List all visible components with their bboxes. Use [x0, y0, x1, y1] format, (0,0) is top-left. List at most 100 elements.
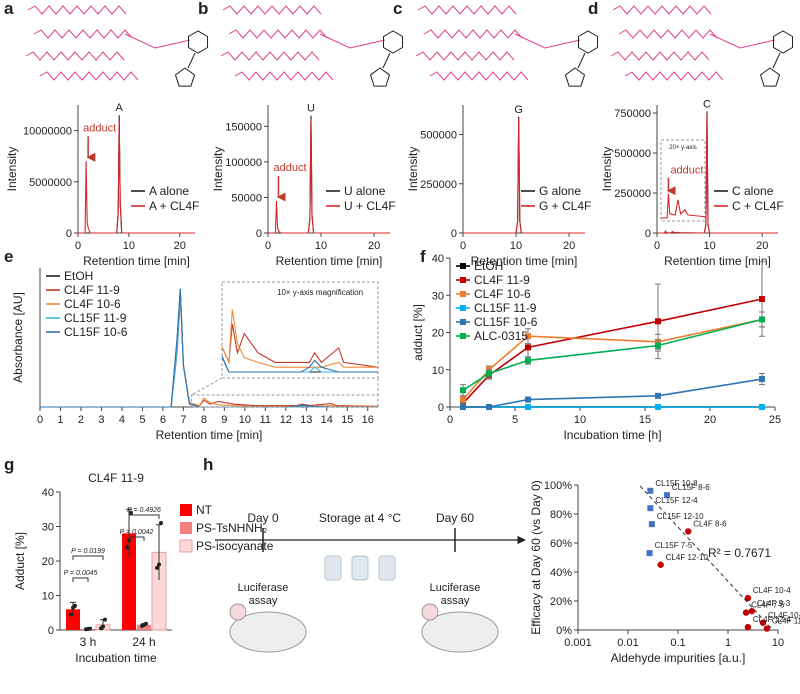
- lipid-chain: [415, 5, 581, 81]
- bar: [137, 624, 151, 630]
- x-tick-label: 20: [174, 240, 186, 252]
- scatter-point: [648, 521, 655, 528]
- x-axis-label: Retention time [min]: [156, 428, 263, 442]
- legend-label: NT: [196, 503, 213, 517]
- marker: [525, 357, 531, 364]
- panel-letter: c: [393, 0, 402, 18]
- inset-line: [222, 355, 378, 373]
- point-label: CL4F 12-4: [753, 615, 791, 624]
- y-tick-label: 40%: [550, 567, 572, 579]
- legend-label: C alone: [732, 184, 774, 198]
- legend-swatch: [180, 522, 192, 534]
- x-tick-label: 10: [772, 637, 784, 649]
- legend-swatch: [180, 504, 192, 516]
- sugar-ring: [564, 52, 586, 87]
- x-tick-label: 10: [703, 240, 715, 252]
- legend-marker: [460, 305, 466, 311]
- scatter-point: [647, 505, 654, 512]
- point-label: CL4F 10-8: [768, 611, 800, 620]
- x-tick-label: 12: [280, 414, 292, 426]
- legend-label: CL15F 10-6: [474, 315, 538, 329]
- x-tick-label: 10: [510, 240, 522, 252]
- y-tick-label: 5000000: [29, 177, 72, 189]
- x-tick-label: 0: [265, 240, 271, 252]
- y-tick-label: 250000: [614, 188, 651, 200]
- scatter-point: [663, 492, 670, 499]
- marker: [486, 370, 492, 377]
- mouse-ear: [421, 603, 439, 621]
- x-tick-label: 16: [362, 414, 374, 426]
- significance-bracket: [72, 555, 104, 560]
- x-tick-label: 0: [460, 240, 466, 252]
- legend-swatch: [179, 539, 193, 553]
- data-point: [155, 565, 159, 570]
- lipid-chain: [220, 5, 386, 81]
- x-tick-label: 9: [221, 414, 227, 426]
- peak-label: A: [116, 102, 124, 114]
- point-label: CL4F 7-5: [751, 601, 785, 610]
- marker: [655, 318, 661, 325]
- scatter-point: [647, 487, 654, 494]
- x-tick-label: 14: [321, 414, 333, 426]
- x-tick-label: 10: [574, 414, 586, 426]
- y-tick-label: 0: [645, 228, 651, 240]
- point-label: CL4F 9-3: [757, 599, 791, 608]
- legend-label: CL4F 11-9: [64, 283, 120, 297]
- marker: [759, 404, 765, 410]
- bar: [122, 533, 136, 630]
- point-label: CL4F 8-6: [693, 519, 727, 528]
- x-tick-label: 0: [447, 414, 453, 426]
- y-tick-label: 0: [66, 228, 72, 240]
- legend-label: C + CL4F: [732, 199, 784, 213]
- legend-label: PS-isocyanate: [196, 539, 274, 553]
- y-tick-label: 10: [432, 365, 444, 377]
- chemical-structure: [25, 5, 209, 87]
- significance-bracket: [72, 577, 89, 582]
- data-point: [157, 562, 161, 567]
- legend-label: ALC-0315: [474, 329, 528, 343]
- timeline-label: Day 0: [247, 511, 279, 525]
- legend-label: G alone: [539, 184, 581, 198]
- panel-letter: a: [4, 0, 14, 18]
- legend-marker: [460, 319, 466, 325]
- data-point: [125, 545, 129, 550]
- p-value: P = 0.0199: [71, 548, 105, 555]
- y-axis-label: adduct [%]: [411, 304, 425, 361]
- sugar-ring: [369, 52, 391, 87]
- y-axis-label: Intensity: [406, 147, 420, 192]
- x-tick-label: 2: [78, 414, 84, 426]
- legend-label: G + CL4F: [539, 199, 591, 213]
- x-tick-label: 10: [123, 240, 135, 252]
- legend-label: U alone: [344, 184, 386, 198]
- vial: [351, 555, 369, 581]
- x-tick-label: 0.1: [670, 637, 685, 649]
- y-tick-label: 40: [432, 253, 444, 265]
- x-tick-label: 20: [756, 240, 768, 252]
- vial: [324, 555, 342, 581]
- x-axis-label: Aldehyde impurities [a.u.]: [611, 651, 746, 665]
- x-tick-label: 8: [201, 414, 207, 426]
- y-tick-label: 80%: [550, 509, 572, 521]
- point-label: CL4F 10-4: [753, 586, 791, 595]
- data-point: [103, 617, 107, 622]
- x-tick-label: 0.001: [564, 637, 592, 649]
- y-tick-label: 100%: [544, 480, 572, 492]
- y-tick-label: 0: [438, 402, 444, 414]
- legend-label: CL4F 11-9: [474, 273, 530, 287]
- y-axis-label: Intensity: [600, 147, 614, 192]
- p-value: P = 0.0045: [64, 570, 98, 577]
- x-axis-label: Retention time [min]: [276, 254, 383, 268]
- scatter-point: [744, 594, 752, 602]
- series-line: [268, 119, 390, 234]
- x-axis-label: Incubation time: [75, 651, 157, 665]
- x-tick-label: 0: [37, 414, 43, 426]
- x-axis-label: Incubation time [h]: [563, 428, 661, 442]
- y-tick-label: 0: [48, 625, 54, 637]
- scatter-point: [657, 561, 664, 568]
- x-tick-label: 15: [639, 414, 651, 426]
- panel-letter: d: [588, 0, 598, 18]
- point-label: CL15F 8-6: [672, 483, 710, 492]
- inset-label: 10× y-axis magnification: [277, 288, 363, 297]
- marker: [525, 404, 531, 410]
- legend-label: CL4F 10-6: [64, 297, 121, 311]
